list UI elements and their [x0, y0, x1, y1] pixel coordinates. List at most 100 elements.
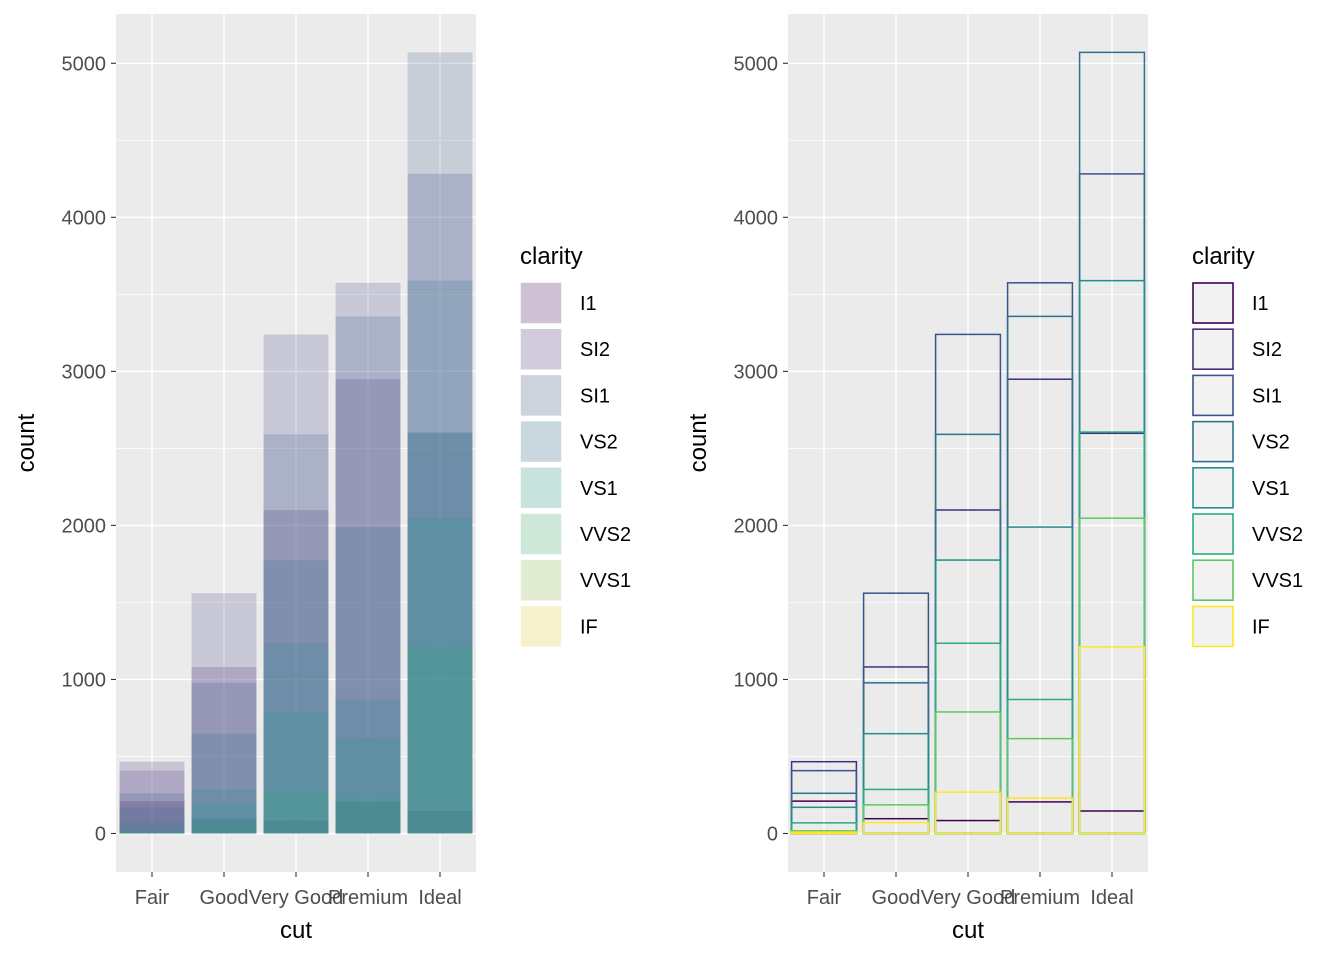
- bar-vvs1-ideal: [407, 518, 473, 834]
- y-ticks-left: 0 1000 2000 3000 4000 5000: [62, 53, 116, 845]
- y-axis-title-right: count: [685, 413, 712, 472]
- legend-item-vvs2: VVS2: [519, 512, 631, 556]
- legend-key-swatch: [1192, 374, 1234, 417]
- bar-i1-good: [191, 818, 257, 834]
- bar-vs2-ideal: [407, 52, 473, 834]
- bar-si1-very-good: [263, 334, 329, 834]
- bar-vs1-good: [191, 733, 257, 834]
- legend-item-vvs1: VVS1: [519, 558, 631, 602]
- bar-si2-fair: [119, 761, 185, 834]
- legend-item-vs2: VS2: [1192, 420, 1290, 463]
- bar-vvs2-ideal: [407, 432, 473, 834]
- bars-left: [119, 52, 473, 834]
- bar-i1-premium: [335, 801, 401, 834]
- bar-vvs1-premium: [335, 738, 401, 834]
- bar-si1-good: [191, 593, 257, 834]
- bar-si2-ideal: [407, 433, 473, 834]
- bar-vs2-premium: [335, 316, 401, 834]
- legend-label: VS2: [580, 432, 618, 454]
- bar-si2-good: [191, 666, 257, 834]
- y-tick-label: 2000: [734, 515, 779, 537]
- legend-label: VS1: [1252, 478, 1290, 500]
- bar-i1-fair: [119, 801, 185, 834]
- legend-left: clarity I1 SI2 SI1 VS2 VS1 VVS2 VVS1 IF: [519, 243, 631, 649]
- legend-items-left: I1 SI2 SI1 VS2 VS1 VVS2 VVS1 IF: [519, 281, 631, 649]
- bar-if-good: [862, 821, 930, 835]
- y-tick-label: 1000: [62, 669, 107, 691]
- bar-si1-fair: [119, 770, 185, 834]
- y-tick-label: 3000: [62, 361, 107, 383]
- legend-title-right: clarity: [1192, 243, 1255, 270]
- y-tick-label: 4000: [62, 207, 107, 229]
- x-tick-label: Premium: [1000, 887, 1080, 909]
- x-tick-label: Good: [200, 887, 249, 909]
- bar-if-ideal: [1078, 646, 1146, 835]
- x-tick-label: Good: [872, 887, 921, 909]
- legend-key-swatch: [1192, 559, 1234, 602]
- legend-key-swatch: [1192, 282, 1234, 324]
- x-tick-label: Ideal: [418, 887, 461, 909]
- bar-vs1-premium: [335, 527, 401, 834]
- bar-if-ideal: [407, 646, 473, 834]
- bar-i1-very-good: [263, 820, 329, 834]
- bar-if-very-good: [934, 791, 1002, 835]
- legend-key-swatch: [519, 327, 563, 371]
- legend-key-swatch: [519, 419, 563, 464]
- y-ticks-right: 0 1000 2000 3000 4000 5000: [734, 53, 788, 845]
- legend-label: I1: [580, 293, 597, 315]
- bar-if-premium: [1006, 797, 1074, 835]
- legend-key-swatch: [1192, 466, 1234, 509]
- y-tick-label: 2000: [62, 515, 107, 537]
- legend-key-swatch: [519, 558, 563, 602]
- legend-label: SI2: [1252, 339, 1282, 361]
- legend-title-left: clarity: [520, 243, 583, 270]
- legend-label: VS1: [580, 478, 618, 500]
- bar-if-very-good: [263, 792, 329, 834]
- legend-items-right: I1 SI2 SI1 VS2 VS1 VVS2 VVS1 IF: [1192, 282, 1303, 648]
- legend-label: IF: [580, 616, 598, 638]
- y-tick-label: 0: [95, 823, 106, 845]
- chart-right: 0 1000 2000 3000 4000 5000 Fair Good Very GoodP…: [685, 14, 1303, 944]
- bar-si1-premium: [335, 282, 401, 834]
- legend-label: SI1: [1252, 385, 1282, 407]
- legend-key-swatch: [519, 466, 563, 510]
- bar-vs2-fair: [119, 793, 185, 834]
- legend-item-vvs1: VVS1: [1192, 559, 1303, 602]
- bar-vvs2-good: [191, 789, 257, 834]
- x-tick-label: Very Good: [249, 887, 344, 909]
- legend-key-swatch: [519, 373, 563, 418]
- y-tick-label: 0: [767, 823, 778, 845]
- legend-item-i1: I1: [1192, 282, 1269, 324]
- bar-vs2-very-good: [263, 434, 329, 834]
- bar-if-premium: [335, 798, 401, 834]
- bar-vvs2-premium: [335, 699, 401, 834]
- legend-label: VVS2: [1252, 524, 1303, 546]
- bar-si1-ideal: [407, 173, 473, 834]
- bars-right: [790, 51, 1146, 835]
- legend-key-swatch: [519, 512, 563, 556]
- bar-vvs1-fair: [119, 830, 185, 834]
- gridlines-left: [116, 14, 476, 872]
- bar-si2-very-good: [263, 510, 329, 834]
- y-axis-title-left: count: [13, 413, 40, 472]
- bar-vs1-fair: [119, 807, 185, 834]
- bar-vvs2-very-good: [263, 643, 329, 834]
- y-tick-label: 1000: [734, 669, 779, 691]
- x-axis-title-left: cut: [280, 917, 312, 944]
- bar-if-fair: [119, 832, 185, 834]
- legend-label: SI1: [580, 385, 610, 407]
- x-tick-label: Fair: [135, 887, 170, 909]
- legend-label: VS2: [1252, 432, 1290, 454]
- legend-key-swatch: [1192, 605, 1234, 648]
- legend-item-if: IF: [1192, 605, 1270, 648]
- legend-item-vs1: VS1: [1192, 466, 1290, 509]
- x-tick-label: Fair: [807, 887, 842, 909]
- x-tick-label: Ideal: [1090, 887, 1133, 909]
- y-tick-label: 3000: [734, 361, 779, 383]
- legend-key-swatch: [1192, 420, 1234, 463]
- legend-label: IF: [1252, 616, 1270, 638]
